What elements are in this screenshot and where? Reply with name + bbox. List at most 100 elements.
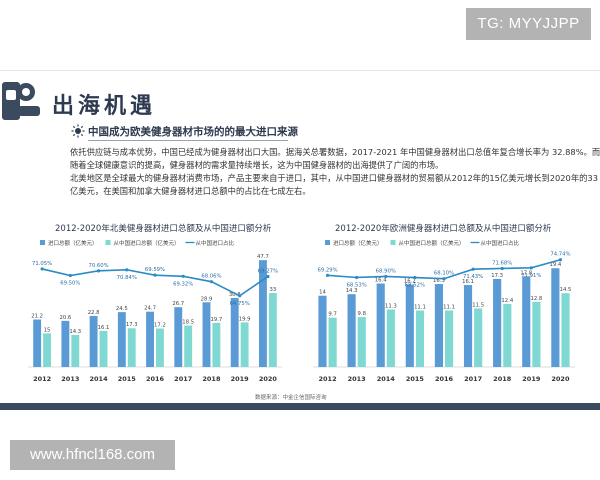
chart-title-north-america: 2012-2020年北美健身器材进口总额及从中国进口额分析 bbox=[55, 224, 272, 234]
tick-label: 2016 bbox=[435, 375, 454, 383]
line-point bbox=[266, 274, 270, 279]
data-label: 14.5 bbox=[560, 287, 572, 293]
paragraph-line-4: 亿美元，在美国和加拿大健身器材进口总额中的占比在七成左右。 bbox=[70, 186, 311, 196]
line-label: 64.75% bbox=[230, 301, 250, 307]
section-heading: 中国成为欧美健身器材市场的的最大进口来源 bbox=[88, 126, 298, 138]
tick-label: 2020 bbox=[551, 375, 570, 383]
watermark-bottom: www.hfncl168.com bbox=[10, 440, 175, 470]
data-label: 20.6 bbox=[59, 315, 71, 321]
data-label: 12.8 bbox=[531, 296, 543, 302]
line-label: 69.29% bbox=[317, 267, 337, 273]
bar bbox=[561, 293, 570, 367]
bar bbox=[127, 328, 136, 367]
line-point bbox=[413, 275, 417, 280]
data-label: 9.7 bbox=[328, 312, 336, 318]
data-label: 17.2 bbox=[154, 322, 166, 328]
data-label: 47.7 bbox=[257, 254, 269, 260]
source-note: 数据来源：中金企信国际咨询 bbox=[255, 395, 327, 401]
legend-label: 从中国进口总额（亿美元） bbox=[399, 239, 465, 247]
bar bbox=[445, 310, 454, 367]
bar bbox=[493, 278, 502, 367]
data-label: 14 bbox=[319, 290, 326, 296]
line-point bbox=[558, 258, 563, 262]
data-label: 19.4 bbox=[549, 262, 561, 268]
legend-label: 从中国进口占比 bbox=[196, 239, 235, 247]
data-label: 11.5 bbox=[472, 302, 484, 308]
line-point bbox=[355, 275, 359, 280]
data-label: 11.3 bbox=[385, 303, 397, 309]
bar bbox=[268, 293, 277, 367]
data-label: 11.1 bbox=[414, 304, 426, 310]
bar bbox=[503, 303, 512, 367]
data-label: 16.4 bbox=[375, 278, 387, 284]
bar bbox=[405, 284, 414, 367]
line-label: 74.74% bbox=[550, 252, 570, 258]
data-label: 17.3 bbox=[491, 273, 503, 279]
legend-label: 进口总额（亿美元） bbox=[48, 239, 98, 247]
line-point bbox=[471, 267, 475, 271]
tick-label: 2018 bbox=[493, 375, 512, 383]
data-label: 22.8 bbox=[88, 310, 100, 316]
line-label: 69.50% bbox=[60, 281, 80, 287]
line-label: 70.84% bbox=[117, 275, 137, 281]
tick-label: 2017 bbox=[464, 375, 482, 383]
data-label: 16.1 bbox=[98, 325, 110, 331]
bar bbox=[347, 294, 356, 367]
chart-north-america: 进口总额（亿美元） 从中国进口总额（亿美元） 从中国进口占比 21.2 15 2012 20… bbox=[28, 239, 282, 383]
line-label: 68.53% bbox=[347, 282, 367, 288]
line-label: 69.32% bbox=[173, 281, 193, 287]
line-point bbox=[209, 280, 214, 284]
line-point bbox=[153, 273, 157, 277]
chart-title-europe: 2012-2020年欧洲健身器材进口总额及从中国进口额分析 bbox=[335, 224, 552, 234]
tick-label: 2012 bbox=[319, 375, 337, 383]
line-point bbox=[384, 274, 388, 279]
data-label: 33 bbox=[269, 287, 276, 293]
bar bbox=[532, 301, 541, 367]
data-label: 14.3 bbox=[69, 329, 81, 335]
tick-label: 2018 bbox=[202, 375, 221, 383]
line-label: 70.60% bbox=[88, 263, 108, 269]
paragraph-line-2: 随着全球健康意识的提高，健身器材的需求量持续增长，这为中国健身器材的出海提供了广… bbox=[70, 160, 444, 170]
page-title: 出海机遇 bbox=[52, 94, 157, 119]
line-label: 68.90% bbox=[376, 268, 396, 274]
paragraph-line-1: 依托供应链与成本优势，中国已经成为健身器材出口大国。据海关总署数据，2017-2… bbox=[70, 147, 600, 157]
bar bbox=[89, 315, 98, 367]
bar bbox=[230, 298, 239, 367]
bar bbox=[202, 302, 211, 367]
data-label: 16.1 bbox=[462, 279, 474, 285]
bar bbox=[318, 295, 327, 367]
data-label: 24.5 bbox=[116, 306, 128, 312]
dumbbell-logo-icon bbox=[2, 82, 40, 120]
data-label: 17.3 bbox=[126, 322, 138, 328]
bar bbox=[357, 317, 366, 367]
bar bbox=[415, 310, 425, 367]
tick-label: 2014 bbox=[90, 375, 109, 383]
bar bbox=[117, 312, 126, 367]
data-label: 28.9 bbox=[201, 296, 213, 302]
bar bbox=[386, 309, 395, 367]
data-label: 16.2 bbox=[404, 279, 416, 285]
bar bbox=[99, 330, 108, 367]
bar bbox=[43, 333, 52, 367]
legend-swatch bbox=[325, 240, 330, 245]
tick-label: 2012 bbox=[33, 375, 51, 383]
bar bbox=[522, 276, 531, 367]
tick-label: 2013 bbox=[61, 375, 79, 383]
bar bbox=[71, 334, 80, 367]
data-label: 19.7 bbox=[210, 317, 222, 323]
legend-swatch bbox=[105, 240, 111, 245]
chart-europe: 进口总额（亿美元） 从中国进口总额（亿美元） 从中国进口占比 14 9.7 2012 14.… bbox=[313, 239, 575, 383]
data-label: 30.8 bbox=[229, 292, 241, 298]
tick-label: 2015 bbox=[406, 375, 425, 383]
line-point bbox=[500, 266, 504, 271]
line-label: 71.43% bbox=[463, 274, 483, 280]
bar bbox=[174, 307, 183, 367]
bar bbox=[184, 325, 193, 367]
bar bbox=[146, 311, 154, 367]
line-point bbox=[68, 273, 72, 278]
data-label: 26.7 bbox=[172, 301, 184, 307]
bar bbox=[551, 268, 560, 367]
line-label: 68.10% bbox=[434, 271, 454, 277]
line-label: 71.91% bbox=[521, 273, 541, 279]
line-label: 71.68% bbox=[492, 260, 512, 266]
